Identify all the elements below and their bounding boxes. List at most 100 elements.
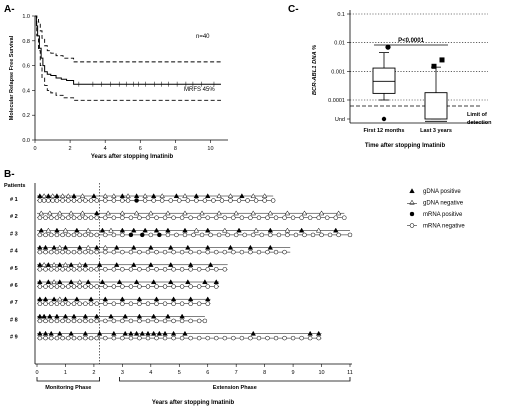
p-value-annotation: P<0.0001	[398, 38, 425, 44]
mrna-negative-marker	[54, 215, 60, 220]
mrna-negative-marker	[83, 232, 88, 238]
gdna-positive-marker	[179, 313, 185, 319]
x-tick-label: 7	[235, 370, 238, 376]
mrna-negative-marker	[83, 267, 88, 272]
mrna-negative-marker	[324, 215, 330, 220]
y-tick-label: 0.2	[22, 113, 30, 119]
gdna-positive-marker	[82, 330, 89, 336]
mrna-negative-marker	[60, 198, 65, 203]
mrna-negative-marker	[196, 301, 202, 306]
mrna-negative-marker	[188, 267, 193, 272]
mrna-negative-marker	[327, 232, 333, 238]
mrna-negative-marker	[66, 284, 71, 289]
gdna-positive-marker	[170, 296, 177, 302]
mrna-negative-marker	[196, 249, 202, 255]
gdna-negative-marker	[267, 210, 274, 216]
mrna-negative-marker	[196, 335, 202, 341]
mrna-negative-marker	[262, 198, 267, 203]
gdna-negative-marker	[111, 193, 117, 199]
mrna-negative-marker	[290, 335, 296, 341]
mrna-negative-marker	[307, 215, 313, 220]
mrna-negative-marker	[145, 301, 151, 306]
mrna-negative-marker	[185, 198, 191, 203]
gdna-positive-marker	[108, 313, 114, 319]
y-tick-label: 0.4	[22, 88, 30, 94]
gdna-positive-marker	[68, 330, 74, 336]
mrna-negative-marker	[103, 267, 108, 272]
y-tick-label: 0.001	[331, 69, 345, 75]
gdna-positive-marker	[57, 279, 63, 285]
mrna-negative-marker	[253, 198, 259, 203]
mrna-negative-marker	[60, 301, 65, 306]
gdna-negative-marker	[76, 279, 83, 285]
gdna-positive-marker	[96, 261, 103, 267]
y-tick-label: 0.6	[22, 64, 30, 70]
gdna-positive-marker	[62, 244, 69, 250]
mrna-negative-marker	[120, 284, 125, 289]
mrna-negative-marker	[248, 215, 253, 220]
mrna-negative-marker	[137, 284, 142, 289]
mrna-negative-marker	[66, 301, 71, 306]
mrna-negative-marker	[83, 318, 88, 324]
gdna-positive-marker	[94, 313, 100, 319]
mrna-negative-marker	[145, 267, 151, 272]
mrna-negative-marker	[142, 198, 148, 203]
mrna-negative-marker	[336, 232, 341, 238]
mrna-negative-marker	[196, 318, 202, 324]
mrna-negative-marker	[71, 215, 77, 220]
mrna-negative-marker	[171, 215, 176, 220]
mrna-negative-marker	[83, 335, 88, 341]
mrna-negative-marker	[145, 335, 151, 341]
und-point	[381, 116, 387, 122]
gdna-positive-marker	[91, 193, 97, 199]
mrna-negative-marker	[103, 232, 108, 238]
mrna-negative-marker	[148, 232, 154, 238]
mrna-negative-marker	[77, 232, 82, 238]
mrna-negative-marker	[205, 249, 210, 255]
gdna-negative-marker	[182, 193, 188, 199]
x-tick-label: 4	[104, 146, 107, 152]
gdna-positive-marker	[82, 313, 89, 319]
gdna-positive-marker	[111, 330, 117, 336]
mrna-negative-marker	[103, 284, 108, 289]
mrna-negative-marker	[214, 335, 219, 341]
mrna-negative-marker	[239, 249, 245, 255]
mrna-negative-marker	[88, 301, 94, 306]
gdna-positive-marker	[37, 244, 43, 250]
mrna-negative-marker	[71, 284, 77, 289]
x-tick-label: 8	[174, 146, 177, 152]
legend-marker	[409, 199, 415, 205]
n-annotation: n=40	[196, 34, 210, 40]
mrna-negative-marker	[208, 232, 213, 238]
gdna-positive-marker	[47, 313, 53, 319]
mrna-negative-marker	[216, 232, 222, 238]
mrna-negative-marker	[77, 335, 82, 341]
mrna-negative-marker	[145, 284, 151, 289]
gdna-positive-marker	[51, 296, 57, 302]
gdna-positive-marker	[88, 296, 94, 302]
patient-label: # 5	[10, 266, 18, 272]
mrna-negative-marker	[46, 198, 51, 203]
mrna-negative-marker	[179, 267, 185, 272]
mrna-negative-marker	[202, 198, 208, 203]
gdna-positive-marker	[131, 261, 137, 267]
gdna-negative-marker	[62, 261, 69, 267]
gdna-positive-marker	[96, 330, 103, 336]
gdna-positive-marker	[131, 227, 137, 233]
mrna-negative-marker	[77, 284, 82, 289]
gdna-positive-marker	[68, 261, 74, 267]
mrna-negative-marker	[188, 301, 193, 306]
gdna-negative-marker	[47, 210, 53, 216]
mrna-negative-marker	[83, 198, 88, 203]
gdna-negative-marker	[62, 227, 69, 233]
patient-label: # 3	[10, 231, 18, 237]
gdna-positive-marker	[68, 279, 74, 285]
mrna-negative-marker	[128, 318, 134, 324]
gdna-positive-marker	[267, 244, 274, 250]
mrna-negative-marker	[171, 284, 176, 289]
mrna-negative-marker	[60, 249, 65, 255]
mrna-negative-marker	[103, 335, 108, 341]
mrna-negative-marker	[48, 215, 54, 220]
gdna-positive-marker	[133, 193, 140, 199]
mrna-negative-marker	[125, 198, 131, 203]
